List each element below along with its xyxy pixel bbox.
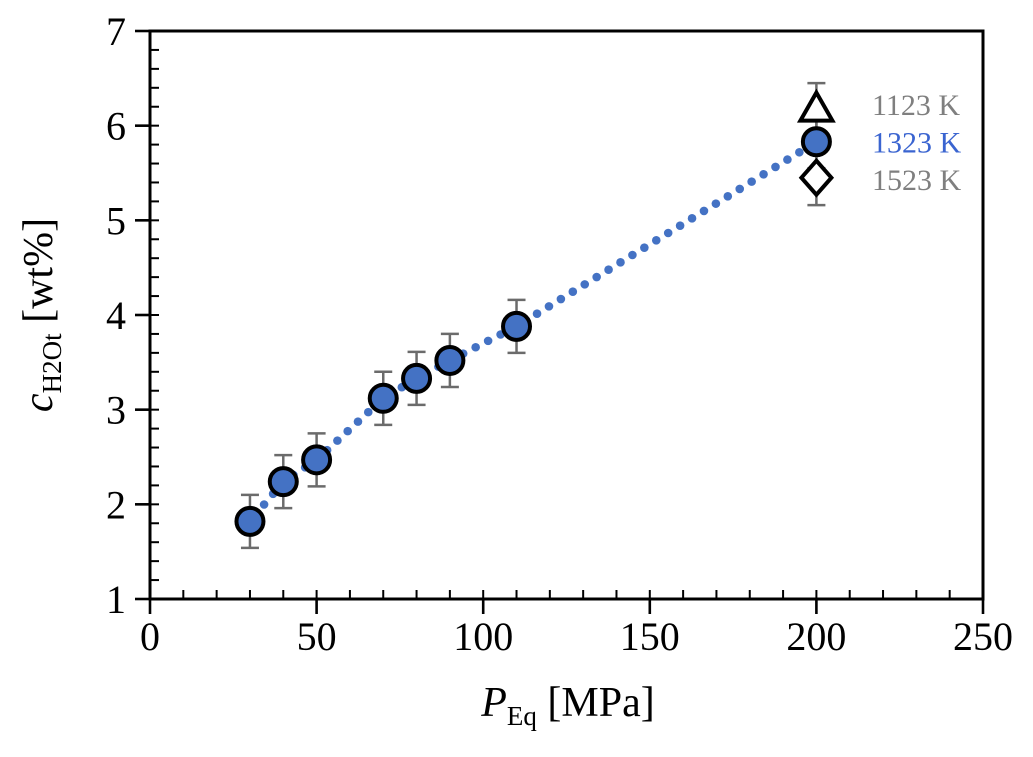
legend-entry-1523-k: 1523 K [872,164,962,197]
trendline-dot [687,214,697,223]
trendline-dot [783,155,792,164]
y-axis-tick-label-5: 5 [106,198,126,243]
trendline-dot [556,294,566,304]
trendline-dot [663,228,673,238]
x-axis-tick-label-200: 200 [786,614,846,659]
legend-entry-1123-k: 1123 K [872,89,960,122]
y-axis-tick-label-6: 6 [106,104,126,149]
data-point-circle-80 [401,362,433,394]
trendline-dot [651,236,661,245]
x-axis-title: PEq [MPa] [480,680,654,731]
legend-entry-1323-k: 1323 K [872,127,962,160]
data-point-diamond-200 [798,157,835,198]
data-point-circle-30 [234,505,266,537]
trendline-dot [353,417,363,426]
trendline-dot [675,221,685,230]
trendline-dot [544,302,554,311]
x-axis-tick-label-0: 0 [140,614,160,659]
data-point-circle-40 [267,466,299,498]
data-point-circle-200 [800,126,832,158]
y-axis-tick-label-4: 4 [106,293,126,338]
trendline-dot [580,280,590,289]
trendline-dot [259,500,269,509]
trendline-dot [640,243,649,252]
trendline-dot [568,287,578,297]
trendline-dot [471,342,480,352]
x-axis-tick-label-50: 50 [297,614,337,659]
trendline-dot [343,426,352,436]
trendline-dot [795,147,804,157]
trendline-dot [628,250,637,260]
data-point-circle-70 [367,382,399,414]
x-axis-tick-label-150: 150 [620,614,680,659]
trendline-dot [483,336,493,346]
trendline-dot [723,191,733,201]
trendline-dot [699,206,709,216]
y-axis-title: cH2Ot [wt%] [16,218,67,412]
trendline-dot [592,272,601,282]
x-axis-tick-label-250: 250 [953,614,1013,659]
y-axis-tick-label-1: 1 [106,577,126,622]
trendline-dot [532,309,542,319]
trendline-dot [363,407,373,417]
trendline-dot [735,184,745,194]
data-point-circle-110 [501,310,533,342]
data-point-circle-50 [301,444,333,476]
plot-border [148,29,985,601]
trendline-dot [759,169,768,179]
trendline-dot [604,265,613,274]
y-axis-tick-label-3: 3 [106,388,126,433]
trendline-dot [747,177,756,186]
trendline-dot [771,162,780,172]
data-point-circle-90 [434,344,466,376]
data-point-triangle-200 [796,88,836,123]
trendline-dot [333,436,342,445]
y-axis-tick-label-7: 7 [106,9,126,54]
trendline-dot [711,199,721,208]
trendline-dot [616,258,625,267]
x-axis-tick-label-100: 100 [453,614,513,659]
y-axis-tick-label-2: 2 [106,482,126,527]
